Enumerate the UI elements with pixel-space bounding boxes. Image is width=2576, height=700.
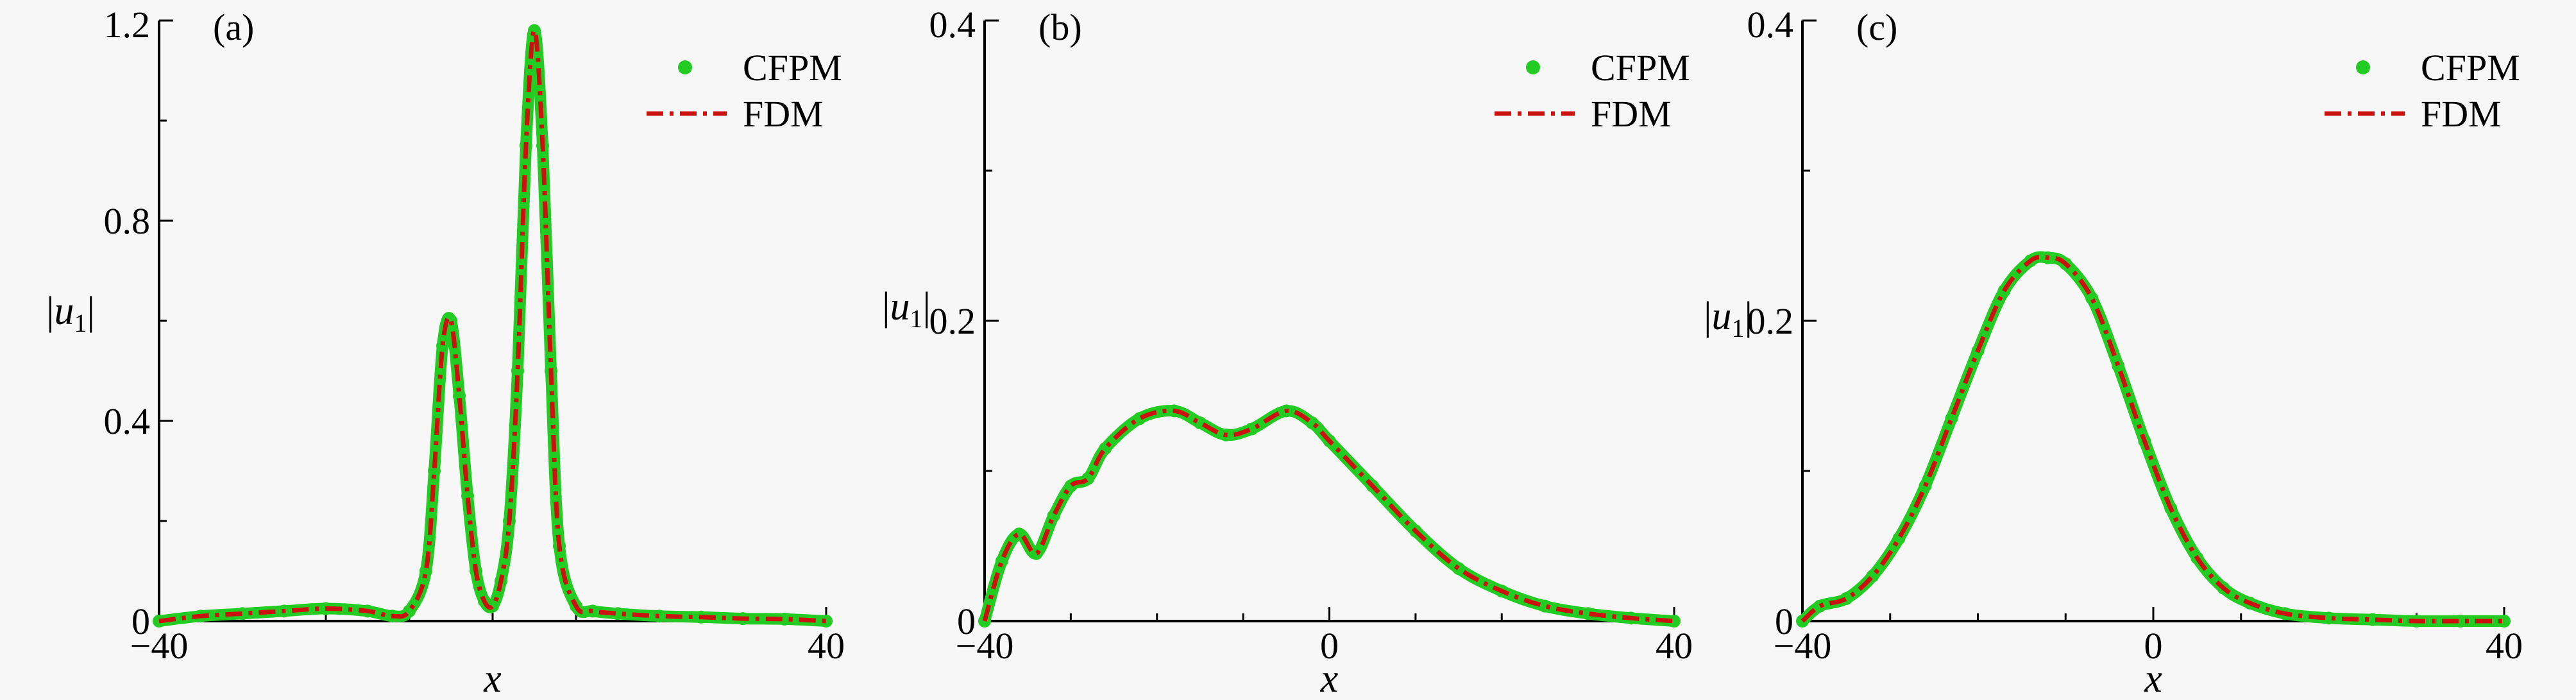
legend-cfpm-label: CFPM [2421, 47, 2520, 89]
panel-label: (b) [1038, 6, 1082, 48]
series-cfpm-point [1668, 615, 1681, 627]
series-cfpm-point [1452, 562, 1466, 576]
x-tick-label: 40 [1656, 625, 1693, 667]
series-cfpm-point [1581, 607, 1595, 620]
legend-fdm-label: FDM [1591, 93, 1672, 135]
series-cfpm-point [236, 607, 249, 620]
series-cfpm-trace [1797, 251, 2510, 627]
series-cfpm-point [1538, 599, 1552, 613]
y-tick-label: 0 [131, 601, 150, 642]
y-tick-label: 0.8 [104, 200, 151, 242]
series-cfpm-point [2322, 611, 2335, 625]
series-cfpm-point [453, 389, 466, 402]
series-cfpm-point [2498, 615, 2511, 627]
series-cfpm-trace [153, 24, 832, 627]
series-fdm-line [982, 408, 1675, 624]
y-tick-label: 0 [957, 601, 976, 642]
series-cfpm-point [428, 465, 441, 477]
series-cfpm-point [436, 339, 449, 352]
panel-label: (a) [213, 6, 254, 48]
y-axis-label: |u1| [46, 289, 95, 337]
legend-cfpm-marker [1526, 60, 1540, 74]
series-fdm-line [1801, 255, 2504, 624]
x-tick-label: 40 [808, 625, 845, 667]
x-axis-label: x [483, 657, 502, 700]
y-axis-label: |u1| [1704, 295, 1752, 343]
y-tick-label: 1.2 [104, 4, 151, 46]
series-cfpm-point [778, 612, 791, 626]
x-tick-label: −40 [130, 625, 189, 667]
legend-cfpm-label: CFPM [743, 47, 842, 89]
y-axis-label: |u1| [882, 285, 931, 333]
x-tick-label: 0 [2144, 625, 2163, 667]
x-tick-label: −40 [1774, 625, 1832, 667]
y-tick-label: 0.2 [1747, 300, 1794, 342]
y-tick-label: 0.2 [929, 300, 976, 342]
legend-fdm-label: FDM [743, 93, 824, 135]
series-cfpm-point [419, 565, 432, 577]
legend-cfpm-marker [2356, 60, 2370, 74]
legend-cfpm-label: CFPM [1591, 47, 1690, 89]
series-cfpm-point [461, 490, 474, 502]
series-fdm-line [158, 28, 827, 624]
series-cfpm-point [1030, 547, 1043, 560]
series-cfpm-point [2453, 615, 2467, 627]
y-tick-label: 0.4 [104, 400, 151, 442]
x-tick-label: −40 [956, 625, 1014, 667]
legend-cfpm-marker [678, 60, 692, 74]
series-cfpm-point [2366, 613, 2379, 626]
series-cfpm-point [611, 607, 624, 620]
x-tick-label: 0 [1320, 625, 1339, 667]
panel-label: (c) [1856, 6, 1897, 48]
y-tick-label: 0.4 [929, 4, 976, 46]
y-tick-label: 0 [1775, 601, 1793, 642]
legend-fdm-label: FDM [2421, 93, 2502, 135]
series-cfpm-point [511, 364, 524, 377]
x-tick-label: 40 [2486, 625, 2523, 667]
y-tick-label: 0.4 [1747, 4, 1794, 46]
x-axis-label: x [1320, 657, 1339, 700]
x-axis-label: x [2144, 657, 2162, 700]
